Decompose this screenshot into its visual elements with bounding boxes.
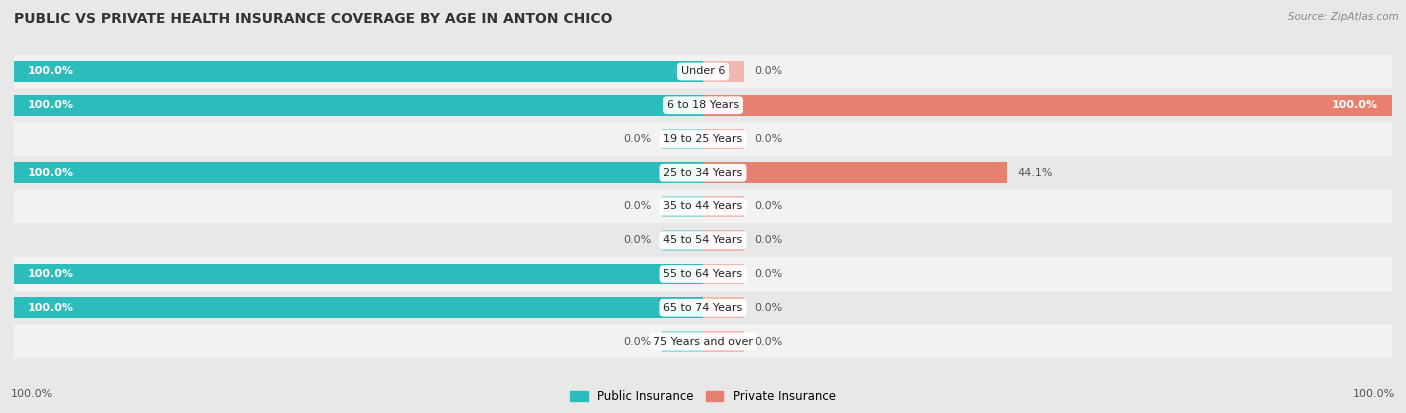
Bar	[703, 331, 744, 352]
Bar	[14, 257, 1392, 291]
Bar	[703, 162, 1007, 183]
Bar	[14, 122, 1392, 156]
Text: 55 to 64 Years: 55 to 64 Years	[664, 269, 742, 279]
Bar	[662, 128, 703, 150]
Text: 100.0%: 100.0%	[28, 100, 75, 110]
Text: 0.0%: 0.0%	[623, 337, 651, 347]
Bar	[703, 297, 744, 318]
Text: 0.0%: 0.0%	[755, 66, 783, 76]
Text: 0.0%: 0.0%	[755, 235, 783, 245]
Text: PUBLIC VS PRIVATE HEALTH INSURANCE COVERAGE BY AGE IN ANTON CHICO: PUBLIC VS PRIVATE HEALTH INSURANCE COVER…	[14, 12, 613, 26]
Bar	[703, 61, 744, 82]
Text: 100.0%: 100.0%	[28, 303, 75, 313]
Text: Under 6: Under 6	[681, 66, 725, 76]
Bar	[662, 230, 703, 251]
Bar	[703, 196, 744, 217]
Text: 35 to 44 Years: 35 to 44 Years	[664, 202, 742, 211]
Text: 25 to 34 Years: 25 to 34 Years	[664, 168, 742, 178]
Bar	[14, 88, 1392, 122]
Text: 0.0%: 0.0%	[623, 134, 651, 144]
Text: 0.0%: 0.0%	[755, 202, 783, 211]
Legend: Public Insurance, Private Insurance: Public Insurance, Private Insurance	[565, 385, 841, 408]
Bar	[14, 95, 703, 116]
Bar	[14, 263, 703, 285]
Bar	[14, 156, 1392, 190]
Bar	[703, 230, 744, 251]
Bar	[703, 95, 1392, 116]
Text: 100.0%: 100.0%	[11, 389, 53, 399]
Text: 65 to 74 Years: 65 to 74 Years	[664, 303, 742, 313]
Text: 0.0%: 0.0%	[623, 202, 651, 211]
Text: 0.0%: 0.0%	[755, 269, 783, 279]
Bar	[14, 325, 1392, 358]
Text: Source: ZipAtlas.com: Source: ZipAtlas.com	[1288, 12, 1399, 22]
Bar	[703, 128, 744, 150]
Text: 100.0%: 100.0%	[28, 168, 75, 178]
Text: 100.0%: 100.0%	[28, 269, 75, 279]
Bar	[14, 55, 1392, 88]
Text: 0.0%: 0.0%	[755, 134, 783, 144]
Text: 100.0%: 100.0%	[28, 66, 75, 76]
Text: 0.0%: 0.0%	[755, 303, 783, 313]
Bar	[14, 291, 1392, 325]
Text: 0.0%: 0.0%	[623, 235, 651, 245]
Text: 44.1%: 44.1%	[1017, 168, 1053, 178]
Text: 75 Years and over: 75 Years and over	[652, 337, 754, 347]
Bar	[662, 331, 703, 352]
Bar	[703, 263, 744, 285]
Bar	[14, 162, 703, 183]
Bar	[14, 223, 1392, 257]
Bar	[662, 196, 703, 217]
Text: 45 to 54 Years: 45 to 54 Years	[664, 235, 742, 245]
Text: 100.0%: 100.0%	[1353, 389, 1395, 399]
Text: 6 to 18 Years: 6 to 18 Years	[666, 100, 740, 110]
Text: 0.0%: 0.0%	[755, 337, 783, 347]
Bar	[14, 61, 703, 82]
Bar	[14, 297, 703, 318]
Text: 100.0%: 100.0%	[1331, 100, 1378, 110]
Bar	[14, 190, 1392, 223]
Text: 19 to 25 Years: 19 to 25 Years	[664, 134, 742, 144]
